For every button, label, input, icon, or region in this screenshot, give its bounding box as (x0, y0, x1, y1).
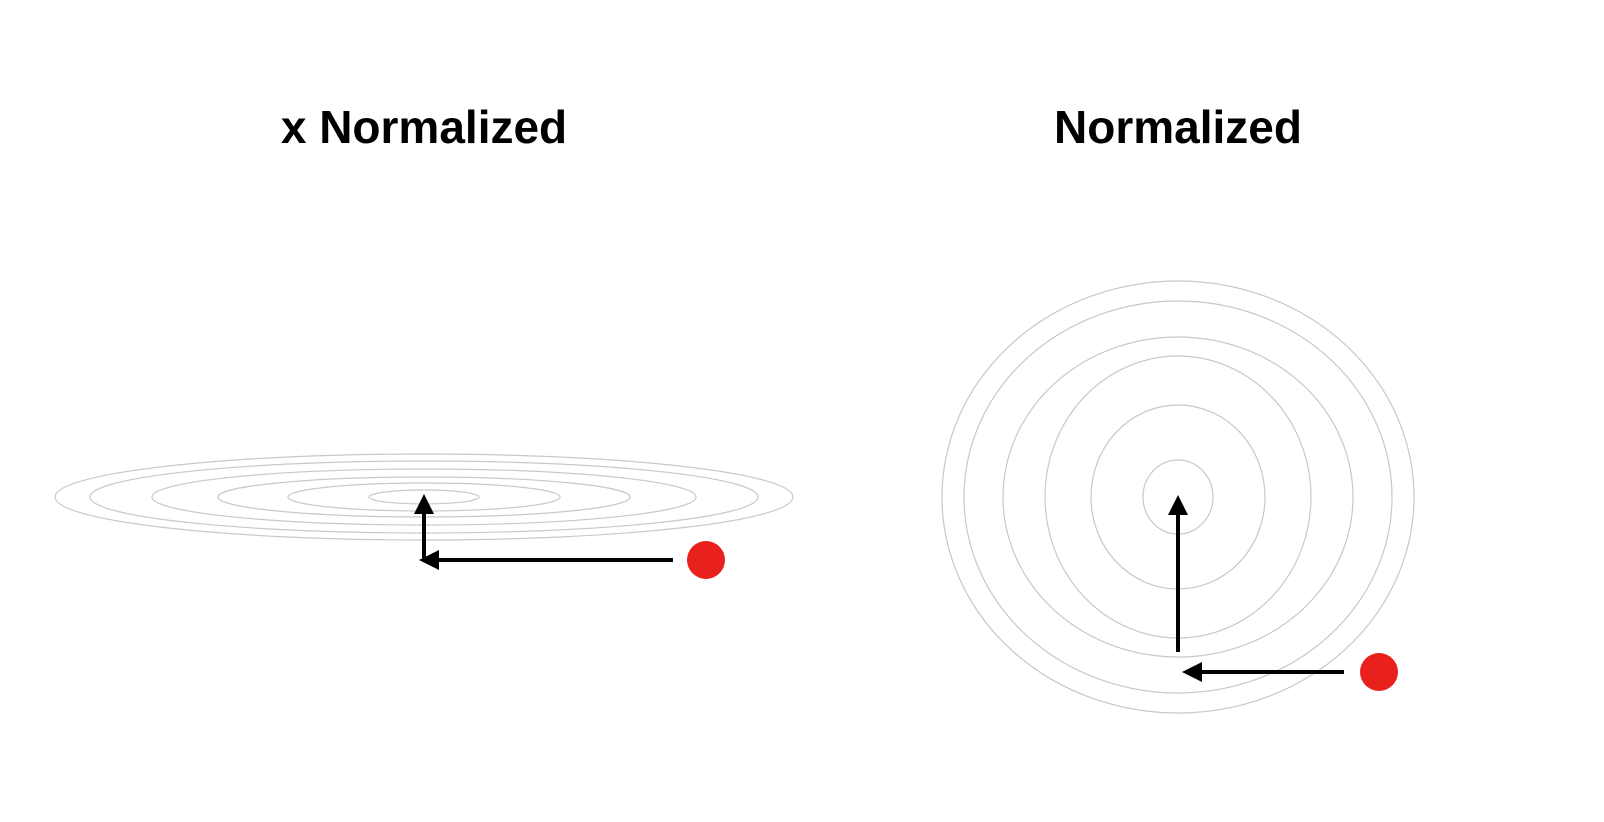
left-contour-ring (287, 482, 561, 512)
panel-title-normalized: Normalized (1054, 101, 1302, 153)
left-contour-plot (54, 453, 794, 579)
left-start-point (687, 541, 725, 579)
panel-title-x-normalized: x Normalized (280, 101, 568, 153)
right-start-point (1360, 653, 1398, 691)
right-contour-ring (941, 280, 1415, 714)
left-contour-ring (368, 489, 480, 505)
right-contour-plot (941, 280, 1415, 714)
right-contour-ring (963, 300, 1393, 694)
right-contour-ring (1002, 336, 1354, 658)
